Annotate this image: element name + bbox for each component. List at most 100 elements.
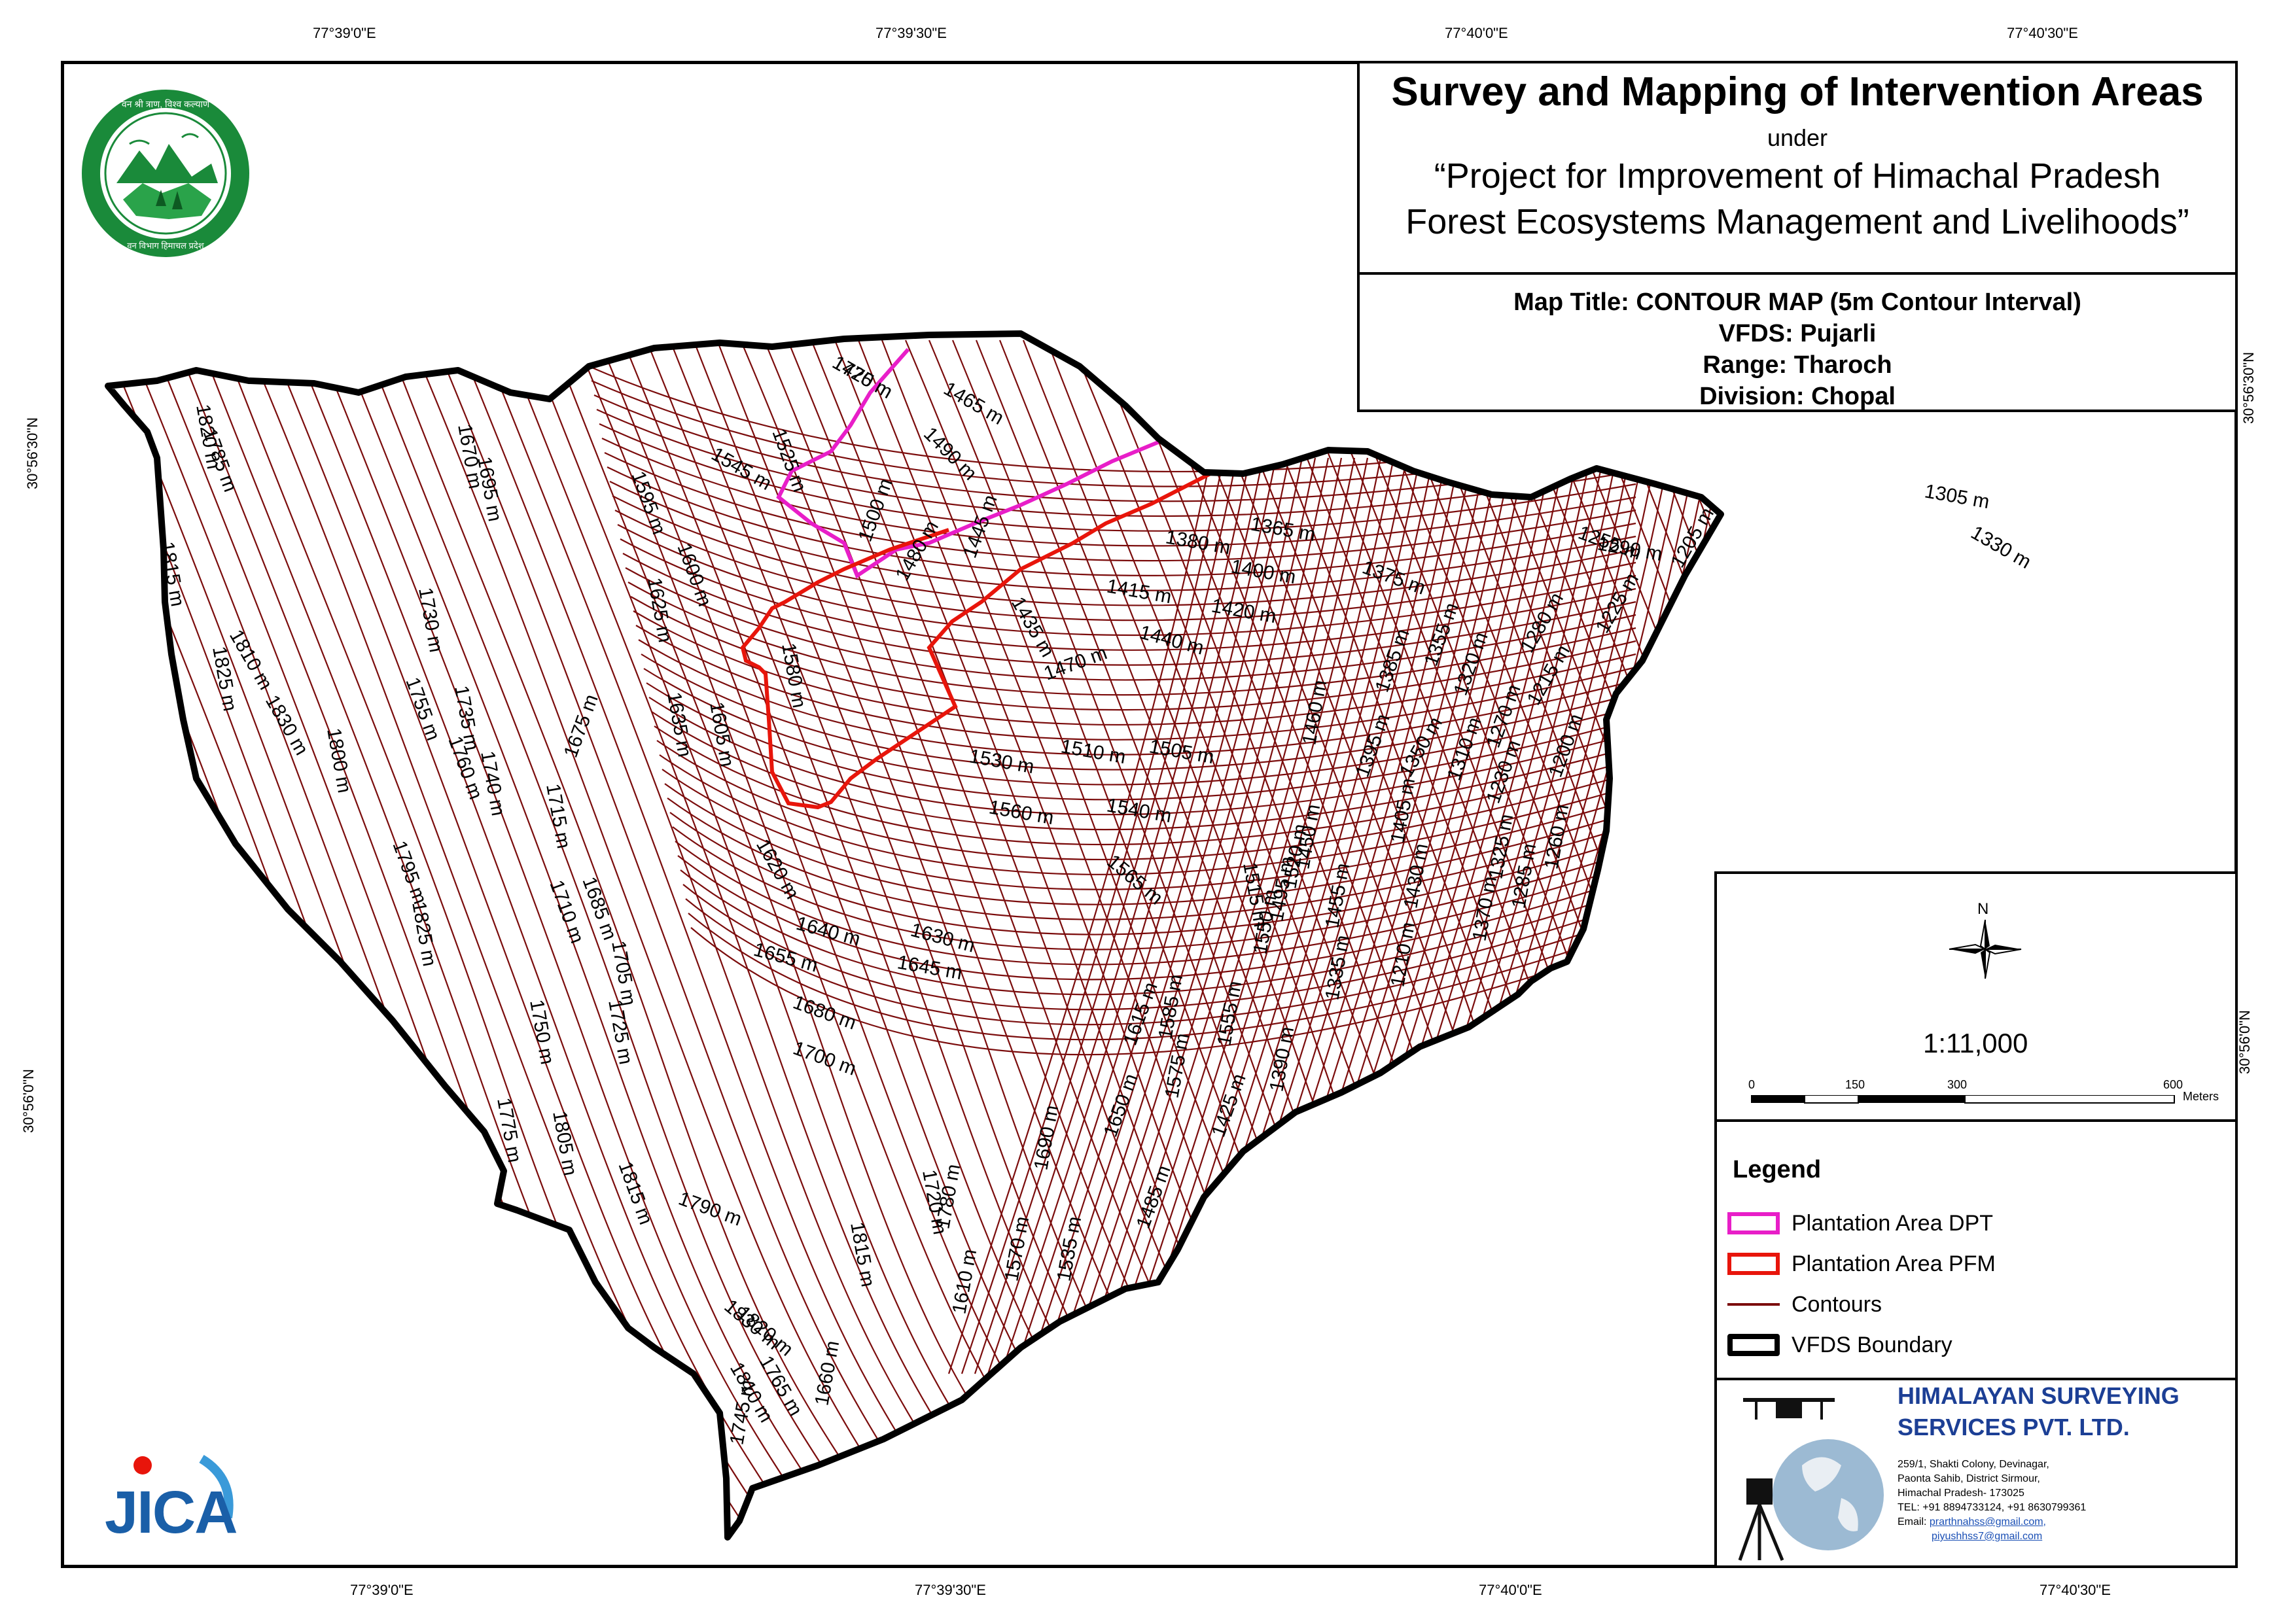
contour-line: [648, 697, 1636, 816]
contour-label: 1350 m: [1395, 713, 1447, 780]
legend-label-contours: Contours: [1792, 1291, 1882, 1317]
contour-label: 1390 m: [1265, 1025, 1298, 1093]
contour-line: [410, 340, 948, 1537]
contour-line: [947, 457, 1212, 1374]
contour-line: [1587, 340, 1721, 1537]
contour-label: 1530 m: [968, 745, 1036, 778]
contour-line: [108, 340, 383, 1537]
coord-bottom-1: 77°39'0"E: [350, 1582, 414, 1598]
logo-text-top: वन श्री त्राण, विश्व कल्याण: [121, 99, 210, 109]
contour-line: [604, 452, 1636, 562]
contour-label: 1815 m: [614, 1159, 656, 1227]
contour-line: [961, 457, 1225, 1374]
contour-label: 1675 m: [560, 691, 603, 760]
contour-label: 1330 m: [1968, 521, 2035, 573]
contour-line: [664, 783, 1636, 905]
legend-swatch-dpt: [1727, 1212, 1780, 1234]
jica-wordmark: JICA: [105, 1479, 238, 1546]
contour-line: [685, 898, 1636, 1026]
contour-line: [662, 769, 1636, 890]
contour-label: 1415 m: [1105, 575, 1173, 608]
division-name: Division: Chopal: [1699, 383, 1896, 410]
contour-line: [677, 855, 1636, 981]
contour-line: [108, 340, 477, 1537]
legend-swatch-contours: [1727, 1303, 1780, 1306]
forest-department-logo: वन श्री त्राण, विश्व कल्याण वन विभाग हिम…: [77, 85, 254, 262]
contour-line: [457, 340, 995, 1537]
project-line-1: “Project for Improvement of Himachal Pra…: [1434, 156, 2161, 196]
contour-line: [688, 913, 1636, 1041]
contour-line: [1517, 340, 1721, 1537]
contour-line: [596, 408, 1636, 517]
contour-label: 1305 m: [1923, 480, 1991, 513]
contour-label: 1625 m: [643, 576, 676, 644]
contour-label: 1610 m: [948, 1248, 981, 1316]
contour-label: 1540 m: [1105, 794, 1173, 827]
scale-tick-0: 0: [1748, 1078, 1756, 1091]
contour-label: 1285 m: [1508, 842, 1540, 910]
scale-tick-300: 300: [1947, 1078, 1968, 1091]
legend-item-contours: Contours: [1727, 1288, 1882, 1321]
logo-text-bottom: वन विभाग हिमाचल प्रदेश: [127, 241, 204, 251]
title-box: Survey and Mapping of Intervention Areas…: [1357, 61, 2238, 412]
contour-label: 1700 m: [790, 1038, 859, 1080]
contour-line: [1013, 457, 1277, 1374]
survey-drone-globe-icon: [1738, 1398, 1884, 1561]
jica-logo: JICA: [103, 1439, 247, 1550]
contour-line: [654, 725, 1636, 846]
contour-line: [656, 740, 1636, 860]
legend-item-boundary: VFDS Boundary: [1727, 1329, 1952, 1361]
contour-label: 1680 m: [790, 992, 859, 1034]
contour-line: [680, 869, 1636, 996]
contour-line: [108, 340, 336, 1537]
contour-label: 1490 m: [919, 423, 981, 485]
contour-label: 1535 m: [1053, 1215, 1086, 1283]
contour-line: [669, 812, 1636, 935]
contour-label: 1465 m: [940, 377, 1008, 429]
legend-label-boundary: VFDS Boundary: [1792, 1332, 1952, 1357]
coord-top-4: 77°40'30"E: [2007, 25, 2078, 41]
coord-top-1: 77°39'0"E: [313, 25, 376, 41]
coord-top-3: 77°40'0"E: [1445, 25, 1508, 41]
contour-line: [672, 826, 1636, 951]
legend-box: Legend Plantation Area DPT Plantation Ar…: [1714, 1122, 2238, 1380]
legend-item-pfm: Plantation Area PFM: [1727, 1248, 1996, 1280]
email-label: Email:: [1898, 1516, 1927, 1527]
contour-label: 1820 m: [192, 402, 224, 470]
contour-line: [1091, 457, 1356, 1374]
contour-line: [1104, 457, 1369, 1374]
contour-line: [651, 711, 1636, 831]
contour-line: [643, 668, 1636, 786]
scale-unit: Meters: [2183, 1090, 2219, 1103]
company-address: 259/1, Shakti Colony, Devinagar, Paonta …: [1898, 1457, 2086, 1544]
contour-line: [108, 340, 289, 1537]
company-box: HIMALAYAN SURVEYING SERVICES PVT. LTD. 2…: [1714, 1380, 2238, 1568]
contour-label: 1715 m: [542, 782, 574, 850]
email-link-2[interactable]: piyushhss7@gmail.com: [1932, 1531, 2043, 1542]
contour-line: [339, 340, 877, 1537]
scale-ratio: 1:11,000: [1923, 1028, 2028, 1058]
forest-department-emblem-icon: [82, 90, 249, 257]
contour-label: 1750 m: [525, 998, 558, 1066]
contour-label: 1580 m: [777, 641, 810, 709]
email-link-1[interactable]: prarthnahss@gmail.com,: [1929, 1516, 2046, 1527]
range-name: Range: Tharoch: [1703, 351, 1892, 379]
contour-label: 1795 m: [388, 838, 431, 907]
contour-line: [108, 340, 548, 1537]
address-line-2: Paonta Sahib, District Sirmour,: [1898, 1473, 2040, 1484]
contour-line: [1052, 457, 1316, 1374]
map-title: Map Title: CONTOUR MAP (5m Contour Inter…: [1513, 288, 2081, 316]
contour-line: [1493, 340, 1721, 1537]
contour-line: [1470, 340, 1721, 1537]
contour-label: 1630 m: [908, 919, 977, 957]
contour-line: [1118, 457, 1382, 1374]
contour-label: 1605 m: [705, 700, 738, 768]
vfds-name: VFDS: Pujarli: [1718, 320, 1877, 347]
contour-line: [1065, 457, 1330, 1374]
contour-label: 1655 m: [751, 939, 820, 977]
scale-bar: [1751, 1095, 2175, 1104]
contour-line: [108, 340, 312, 1537]
contour-label: 1800 m: [323, 726, 355, 794]
contour-line: [268, 340, 807, 1537]
